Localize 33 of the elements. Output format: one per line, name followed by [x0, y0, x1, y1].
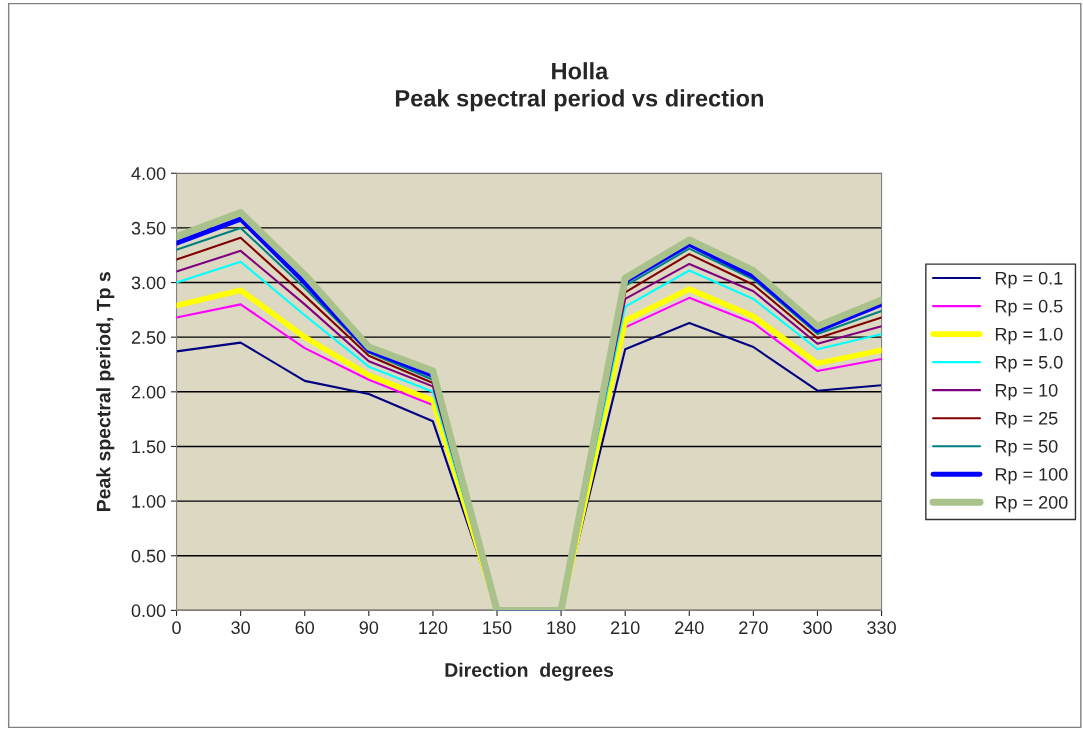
- legend-label: Rp = 25: [995, 411, 1058, 429]
- x-tick-label: 300: [803, 621, 832, 635]
- x-tick-label: 270: [739, 621, 768, 635]
- y-tick-label: 2.00: [131, 385, 166, 399]
- y-tick-label: 3.00: [131, 276, 166, 290]
- y-tick-label: 0.50: [131, 549, 166, 563]
- legend-label: Rp = 0.5: [995, 299, 1063, 317]
- x-tick-label: 240: [675, 621, 704, 635]
- x-tick-label: 210: [611, 621, 640, 635]
- legend-label: Rp = 10: [995, 383, 1058, 401]
- chart-title: Holla Peak spectral period vs direction: [395, 62, 763, 112]
- x-tick-label: 180: [547, 621, 576, 635]
- legend-label: Rp = 1.0: [995, 327, 1063, 345]
- legend-label: Rp = 50: [995, 439, 1058, 457]
- x-axis-title: Direction degrees: [445, 662, 614, 681]
- x-tick-label: 90: [359, 621, 379, 635]
- legend-label: Rp = 100: [995, 467, 1068, 485]
- y-tick-label: 1.50: [132, 440, 166, 454]
- y-axis-title: Peak spectral period, Tp s: [96, 272, 115, 511]
- x-tick-label: 120: [419, 621, 448, 635]
- x-tick-label: 30: [231, 621, 250, 635]
- y-tick-label: 2.50: [131, 331, 166, 344]
- legend-label: Rp = 200: [995, 495, 1068, 513]
- x-tick-label: 0: [172, 621, 181, 635]
- legend-label: Rp = 5.0: [995, 355, 1063, 373]
- x-tick-label: 60: [295, 621, 315, 635]
- legend-label: Rp = 0.1: [995, 271, 1063, 289]
- y-tick-label: 4.00: [131, 167, 166, 180]
- x-tick-label: 330: [867, 621, 896, 635]
- y-tick-label: 0.00: [131, 604, 166, 618]
- y-tick-label: 3.50: [131, 221, 166, 235]
- x-tick-label: 150: [483, 621, 512, 635]
- y-tick-label: 1.00: [132, 495, 166, 508]
